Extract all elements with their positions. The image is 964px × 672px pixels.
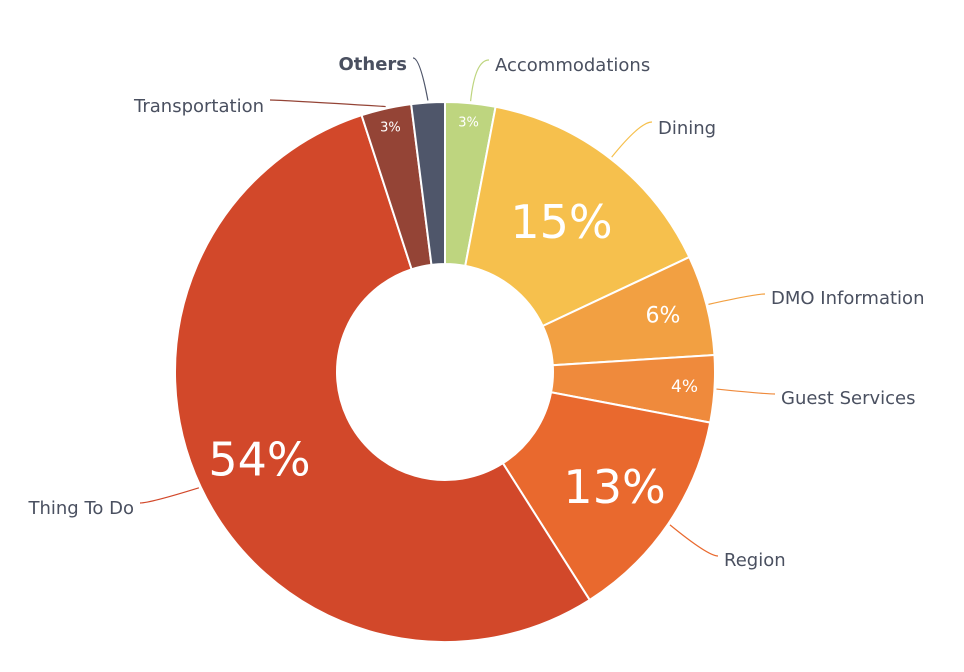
slice-thing-to-do[interactable] (174, 113, 592, 643)
leader-line-dining (611, 121, 653, 158)
slice-region[interactable] (501, 391, 712, 602)
leader-line-others (412, 57, 429, 101)
percent-label-region: 13% (563, 460, 665, 514)
leader-line-dmo-information (708, 293, 766, 305)
percent-label-dmo-information: 6% (645, 304, 680, 329)
percent-label-thing-to-do: 54% (208, 432, 310, 486)
percent-label-guest-services: 4% (671, 377, 698, 397)
percent-label-transportation: 3% (380, 121, 401, 136)
leader-line-thing-to-do (139, 487, 200, 504)
slice-others[interactable] (410, 100, 446, 266)
label-accommodations: Accommodations (495, 55, 650, 76)
leaders-layer (139, 57, 776, 557)
label-others: Others (338, 54, 407, 75)
percent-labels-layer: 3% 15% 6% 4% 13% 54% 3% (208, 116, 698, 515)
category-labels-layer: Accommodations Dining DMO Information Guest… (27, 54, 924, 571)
label-region: Region (724, 550, 786, 571)
label-dining: Dining (658, 118, 716, 139)
percent-label-dining: 15% (510, 195, 612, 249)
label-thing-to-do: Thing To Do (27, 498, 134, 519)
percent-label-accommodations: 3% (458, 116, 479, 131)
leader-line-accommodations (470, 59, 490, 102)
label-dmo-information: DMO Information (771, 288, 924, 309)
slices-layer (174, 100, 716, 643)
leader-line-region (669, 524, 719, 557)
slice-dining[interactable] (464, 105, 691, 328)
leader-line-transportation (269, 99, 386, 108)
leader-line-guest-services (716, 388, 776, 395)
label-transportation: Transportation (133, 96, 264, 117)
label-guest-services: Guest Services (781, 388, 916, 409)
